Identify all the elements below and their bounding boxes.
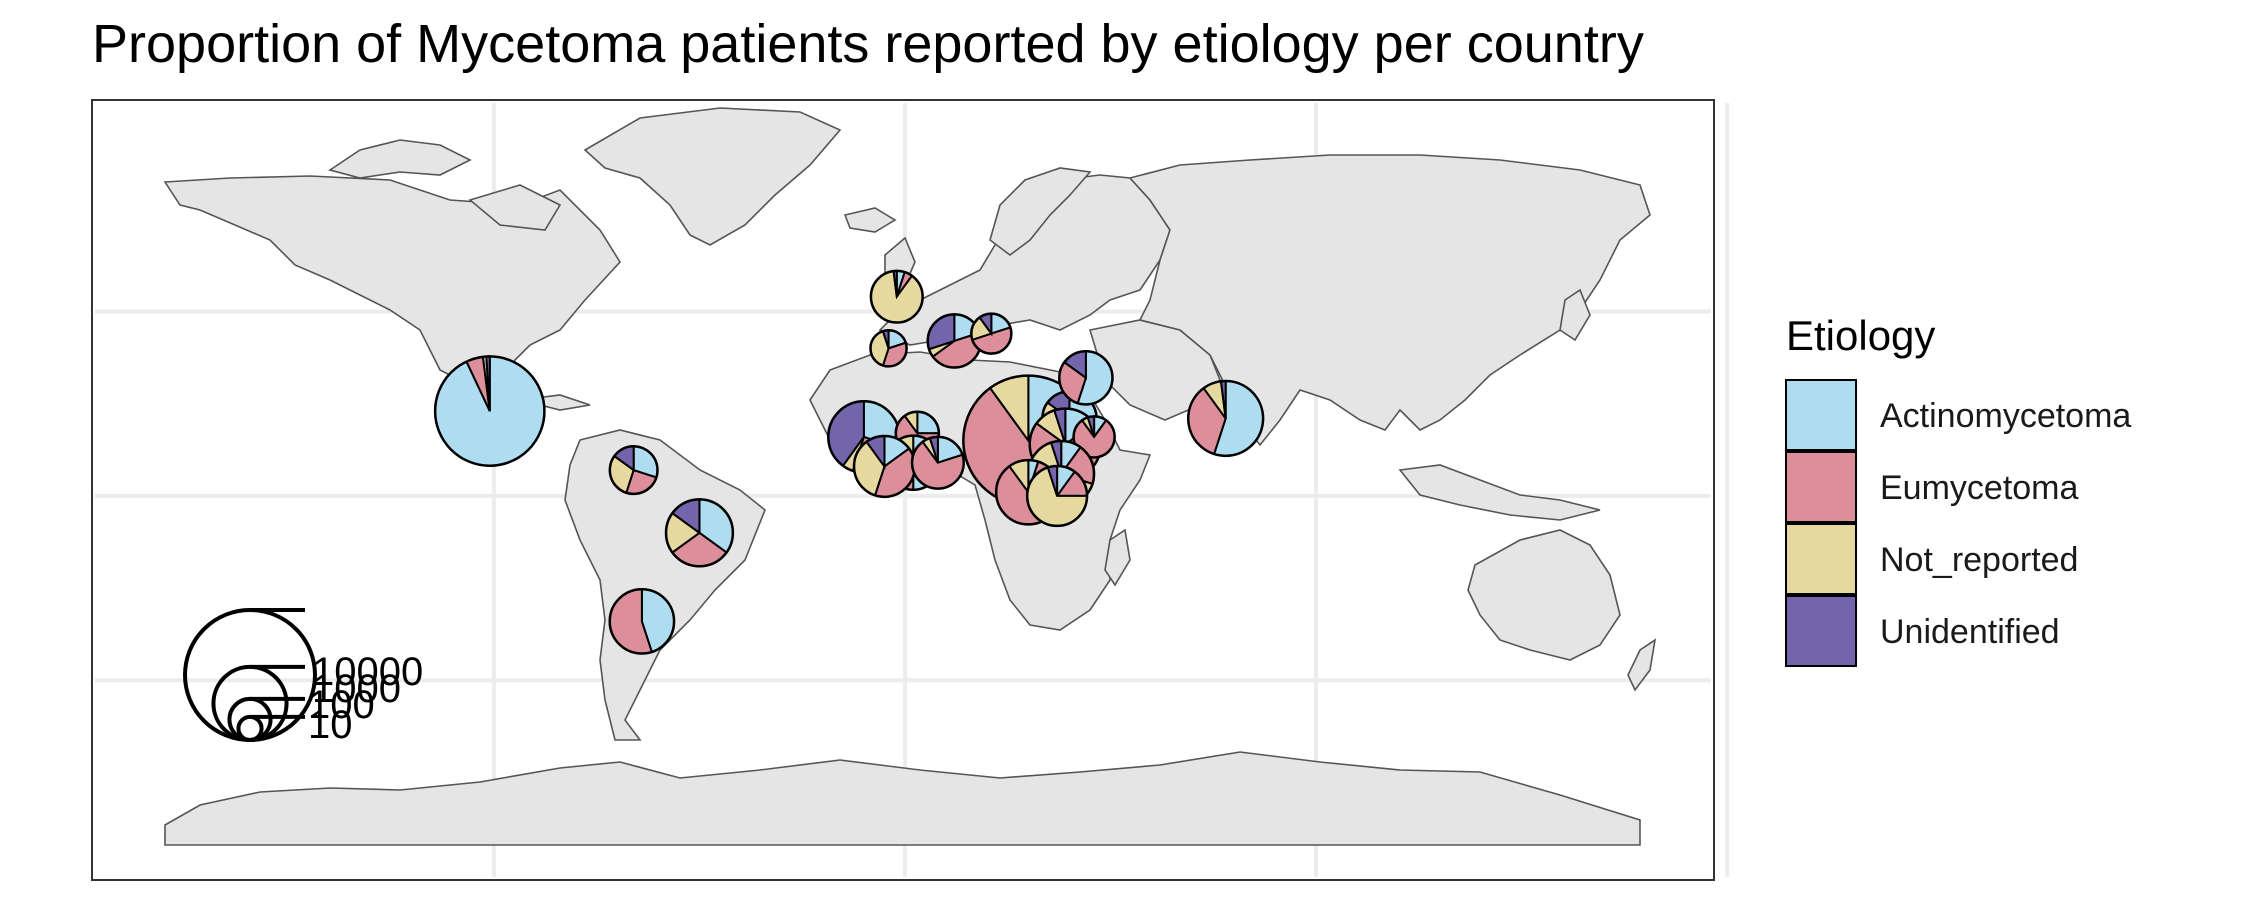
country-pie <box>1058 350 1114 406</box>
land-madagascar <box>1104 528 1131 587</box>
country-pie <box>608 445 659 496</box>
etiology-legend: Etiology Actinomycetoma Eumycetoma Not_rep… <box>1785 312 2131 667</box>
pie-outline <box>869 269 924 324</box>
pie-outline <box>869 329 908 368</box>
legend-label-actinomycetoma: Actinomycetoma <box>1880 397 2131 435</box>
pie-outline <box>608 445 659 496</box>
pie-outline <box>1058 350 1114 406</box>
pie-outline <box>608 587 676 655</box>
country-pie <box>1186 379 1265 458</box>
country-pie <box>910 435 965 490</box>
country-pies <box>433 269 1265 655</box>
legend-label-not-reported: Not_reported <box>1880 541 2078 579</box>
land-antarctica <box>164 751 1641 846</box>
land-greenland <box>583 107 842 246</box>
size-legend-circle <box>183 608 317 742</box>
land-asia <box>1128 154 1651 447</box>
country-pie <box>608 587 676 655</box>
land-australia <box>1467 529 1621 661</box>
pie-outline <box>664 498 735 568</box>
land-japan <box>1559 288 1591 342</box>
land-new-zealand <box>1627 638 1657 692</box>
pie-outline <box>433 355 546 467</box>
land-baffin <box>468 184 562 231</box>
pie-outline <box>1025 464 1089 528</box>
size-label-10000: 10000 <box>312 650 423 694</box>
country-pie <box>869 329 908 368</box>
country-pie <box>664 498 735 568</box>
legend-label-unidentified: Unidentified <box>1880 613 2060 651</box>
country-pie <box>433 355 546 467</box>
legend-key-eumycetoma <box>1785 451 1857 523</box>
legend-label-eumycetoma: Eumycetoma <box>1880 469 2078 507</box>
legend-key-not-reported <box>1785 523 1857 595</box>
size-legend: 10000 1000 100 10 <box>183 608 423 747</box>
chart-title: Proportion of Mycetoma patients reported… <box>92 14 1644 74</box>
pie-outline <box>910 435 965 490</box>
legend-title: Etiology <box>1786 312 1935 359</box>
country-pie <box>852 434 917 499</box>
size-label-1000: 1000 <box>312 667 401 711</box>
country-pie <box>869 269 924 324</box>
land-scandinavia <box>989 167 1092 256</box>
land-arctic-islands <box>328 139 472 179</box>
land-southeast-asia <box>1398 464 1601 521</box>
size-label-10: 10 <box>308 703 353 747</box>
size-label-100: 100 <box>308 683 375 727</box>
pie-outline <box>1186 379 1265 458</box>
country-pie <box>1072 415 1116 459</box>
country-pie <box>970 312 1013 355</box>
country-pie <box>1025 464 1089 528</box>
pie-outline <box>1072 415 1116 459</box>
legend-key-actinomycetoma <box>1785 379 1857 451</box>
land-iceland <box>843 207 897 233</box>
legend-key-unidentified <box>1785 595 1857 667</box>
pie-outline <box>970 312 1013 355</box>
